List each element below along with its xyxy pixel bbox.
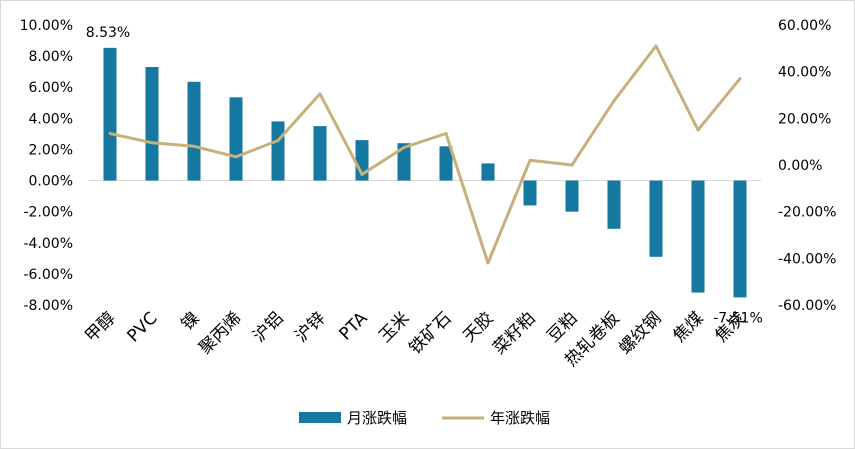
y-left-tick-label: 2.00% <box>29 142 73 158</box>
y-left-tick-label: -8.00% <box>23 298 73 314</box>
y-right-tick-label: -40.00% <box>778 251 836 267</box>
line-point <box>612 99 616 103</box>
y-left-tick-label: 4.00% <box>29 111 73 127</box>
line-point <box>192 144 196 148</box>
x-category-label: PVC <box>124 308 162 346</box>
legend-label-line: 年涨跌幅 <box>490 409 550 427</box>
line-series-年涨跌幅 <box>109 44 742 265</box>
y-right-tick-label: 60.00% <box>778 18 831 34</box>
y-right-tick-label: 0.00% <box>778 158 822 174</box>
line-point <box>528 158 532 162</box>
bar-菜籽粕 <box>523 180 537 206</box>
bar-铁矿石 <box>439 146 453 181</box>
bar-玉米 <box>397 143 411 181</box>
x-category-label: 甲醇 <box>81 308 119 346</box>
y-left-tick-label: 0.00% <box>29 174 73 190</box>
x-category-label: 菜籽粕 <box>489 308 539 358</box>
x-category-label: 镍 <box>177 308 203 334</box>
bar-PVC <box>145 67 159 181</box>
x-category-label: 螺纹钢 <box>615 308 665 358</box>
x-category-label: 沪铝 <box>249 308 287 346</box>
y-left-tick-label: -2.00% <box>23 205 73 221</box>
line-point <box>696 128 700 132</box>
bar-豆粕 <box>565 180 579 212</box>
line-point <box>738 77 742 81</box>
bar-沪锌 <box>313 126 327 181</box>
line-point <box>654 44 658 48</box>
y-right-tick-label: 40.00% <box>778 65 831 81</box>
line-point <box>570 163 574 167</box>
y-left-tick-label: 8.00% <box>29 49 73 65</box>
data-label: 8.53% <box>86 25 130 41</box>
x-category-label: 铁矿石 <box>405 308 455 358</box>
legend-swatch-bar <box>299 412 341 423</box>
y-right-tick-label: -20.00% <box>778 205 836 221</box>
bar-镍 <box>187 81 201 181</box>
line-point <box>150 141 154 145</box>
bar-天胶 <box>481 163 495 181</box>
bar-螺纹钢 <box>649 180 663 257</box>
line-point <box>444 132 448 135</box>
y-right-tick-label: 20.00% <box>778 111 831 127</box>
bar-聚丙烯 <box>229 97 243 181</box>
y-left-tick-label: 6.00% <box>29 80 73 96</box>
line-point <box>276 139 280 142</box>
bar-沪铝 <box>271 121 285 181</box>
y-right-tick-label: -60.00% <box>778 298 836 314</box>
x-category-label: 聚丙烯 <box>195 308 245 358</box>
line-point <box>234 155 238 159</box>
bar-甲醇 <box>103 47 117 181</box>
line-point <box>318 92 322 96</box>
legend-label-bar: 月涨跌幅 <box>347 409 407 427</box>
y-left-tick-label: -4.00% <box>23 236 73 252</box>
x-category-label: 沪锌 <box>291 308 329 346</box>
line-point <box>402 146 406 149</box>
data-label: -7.51% <box>713 310 763 326</box>
bar-焦煤 <box>691 180 705 293</box>
line-point <box>360 172 364 176</box>
bar-热轧卷板 <box>607 180 621 229</box>
bar-焦炭 <box>733 180 747 298</box>
y-left-tick-label: 10.00% <box>20 18 73 34</box>
line-point <box>108 132 112 135</box>
x-category-label: PTA <box>336 308 372 344</box>
line-point <box>486 261 490 265</box>
y-left-tick-label: -6.00% <box>23 267 73 283</box>
x-category-label: 焦煤 <box>669 308 707 346</box>
